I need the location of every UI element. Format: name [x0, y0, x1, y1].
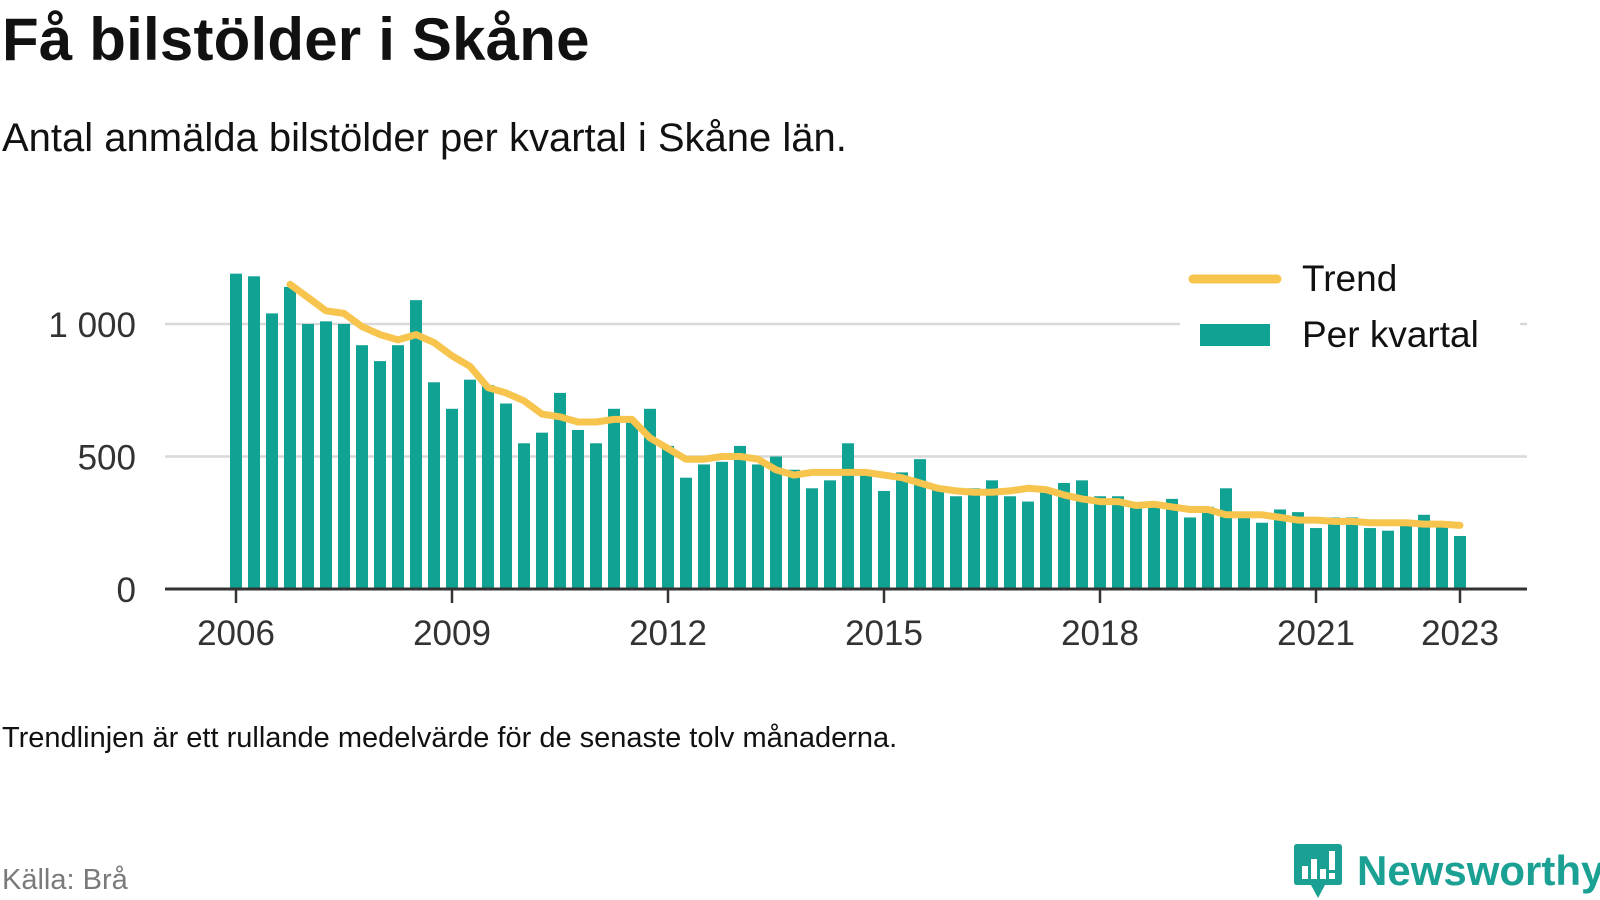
footnote: Trendlinjen är ett rullande medelvärde f…: [2, 722, 898, 754]
bar: [1310, 528, 1322, 589]
bar: [410, 300, 422, 589]
bars: [230, 273, 1466, 589]
bar: [698, 464, 710, 589]
bar: [1202, 506, 1214, 589]
bar: [1418, 514, 1430, 589]
y-axis-ticks: 0 500 1 000: [48, 306, 136, 610]
bar: [1454, 536, 1466, 589]
bar: [590, 443, 602, 589]
bar: [518, 443, 530, 589]
bar: [878, 490, 890, 589]
bar: [1076, 480, 1088, 589]
bar: [302, 324, 314, 589]
bar: [248, 276, 260, 589]
x-tick-label: 2018: [1061, 614, 1139, 653]
bar: [626, 422, 638, 589]
bar: [1436, 522, 1448, 589]
bar: [1004, 496, 1016, 589]
legend-bar-swatch: [1200, 324, 1270, 346]
legend-trend-label: Trend: [1302, 258, 1397, 299]
bar-chart: 0 500 1 000 2006 2009 2012 2015 2018 2021 2023 T…: [48, 250, 1527, 653]
bar: [806, 488, 818, 589]
bar: [230, 273, 242, 589]
bar: [1058, 483, 1070, 589]
bar: [1256, 522, 1268, 589]
bar: [1292, 512, 1304, 589]
brand-logo[interactable]: Newsworthy: [1293, 842, 1600, 900]
bar: [752, 464, 764, 589]
bar: [1400, 522, 1412, 589]
bar: [860, 472, 872, 589]
bar: [914, 459, 926, 589]
bar: [716, 461, 728, 589]
x-tick-label: 2006: [197, 614, 275, 653]
bar: [824, 480, 836, 589]
bar: [1364, 528, 1376, 589]
bar: [374, 361, 386, 589]
bar: [428, 382, 440, 589]
bar: [572, 430, 584, 589]
source-label: Källa: Brå: [2, 864, 128, 896]
bar: [266, 313, 278, 589]
legend-background: [1180, 250, 1520, 380]
x-tick-label: 2009: [413, 614, 491, 653]
bar: [662, 445, 674, 589]
bar: [1328, 517, 1340, 589]
bar: [644, 408, 656, 589]
y-tick-label: 1 000: [48, 306, 136, 345]
chart-title: Få bilstölder i Skåne: [2, 6, 590, 73]
bar: [986, 480, 998, 589]
bar: [1130, 504, 1142, 589]
bar: [1382, 530, 1394, 589]
bar: [356, 345, 368, 589]
bar: [788, 469, 800, 589]
bar: [464, 379, 476, 589]
bar: [896, 472, 908, 589]
bar: [1040, 490, 1052, 589]
brand-name: Newsworthy: [1357, 847, 1600, 894]
bar: [1238, 517, 1250, 589]
x-axis-ticks: 2006 2009 2012 2015 2018 2021 2023: [197, 589, 1499, 653]
bar: [680, 477, 692, 589]
bar: [1274, 509, 1286, 589]
bar: [482, 384, 494, 589]
x-tick-label: 2021: [1277, 614, 1355, 653]
bar: [950, 496, 962, 589]
legend-bar-label: Per kvartal: [1302, 314, 1479, 355]
bar: [968, 488, 980, 589]
bar: [500, 403, 512, 589]
legend: Trend Per kvartal: [1180, 250, 1520, 380]
bar: [1346, 517, 1358, 589]
y-tick-label: 500: [78, 439, 136, 478]
bar: [1184, 517, 1196, 589]
bar: [608, 408, 620, 589]
x-tick-label: 2015: [845, 614, 923, 653]
bar: [446, 408, 458, 589]
x-tick-label: 2023: [1421, 614, 1499, 653]
y-tick-label: 0: [117, 571, 136, 610]
chart-subtitle: Antal anmälda bilstölder per kvartal i S…: [2, 116, 847, 160]
bar: [842, 443, 854, 589]
bar: [1220, 488, 1232, 589]
bar: [770, 456, 782, 589]
bar: [932, 485, 944, 589]
bar: [1148, 504, 1160, 589]
bar: [320, 321, 332, 589]
bar: [1112, 496, 1124, 589]
newsworthy-logo-icon: [1294, 844, 1342, 898]
bar: [1094, 496, 1106, 589]
bar: [554, 392, 566, 589]
x-tick-label: 2012: [629, 614, 707, 653]
trend-line: [286, 280, 1464, 529]
bar: [536, 432, 548, 589]
bar: [1166, 498, 1178, 589]
bar: [1022, 501, 1034, 589]
bar: [734, 445, 746, 589]
trend-line-group: [286, 280, 1464, 529]
bar: [338, 324, 350, 589]
bar: [284, 286, 296, 589]
bar: [392, 345, 404, 589]
